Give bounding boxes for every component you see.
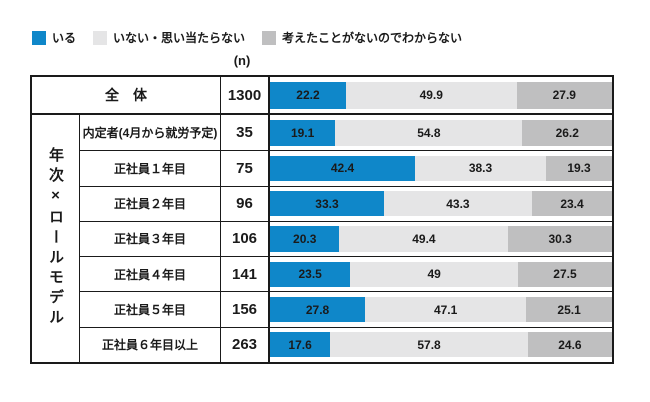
bar-segment-iru: 17.6: [270, 332, 331, 358]
bar-row: 23.5 49 27.5: [268, 256, 612, 292]
bar-segment-iru: 23.5: [270, 261, 351, 287]
legend-swatch-wakaranai: [262, 30, 277, 45]
legend-swatch-iru: [32, 30, 46, 45]
bar-segment-wakaranai: 30.3: [508, 226, 612, 252]
legend: いる いない・思い当たらない 考えたことがないのでわからない: [32, 29, 462, 46]
row-label: 正社員４年目: [79, 256, 220, 292]
stacked-bar: 22.2 49.9 27.9: [270, 81, 612, 109]
stacked-bar: 17.6 57.8 24.6: [270, 332, 612, 358]
legend-item-wakaranai: 考えたことがないのでわからない: [262, 29, 462, 46]
bar-segment-iru: 27.8: [270, 296, 366, 323]
bar-row: 22.2 49.9 27.9: [268, 77, 612, 115]
bar-segment-inai: 57.8: [330, 332, 528, 358]
bar-segment-iru: 33.3: [270, 191, 384, 217]
legend-item-inai: いない・思い当たらない: [93, 29, 245, 46]
row-n: 263: [220, 326, 268, 362]
stacked-bar: 33.3 43.3 23.4: [270, 191, 613, 217]
legend-item-iru: いる: [32, 29, 76, 46]
bar-segment-wakaranai: 25.1: [526, 296, 612, 323]
row-label: 内定者(4月から就労予定): [79, 115, 220, 151]
bar-row: 19.1 54.8 26.2: [268, 115, 612, 151]
row-n: 1300: [220, 77, 268, 115]
bar-segment-inai: 49.9: [345, 81, 517, 109]
row-label: 正社員５年目: [79, 291, 220, 327]
bar-row: 33.3 43.3 23.4: [268, 185, 613, 221]
bar-segment-iru: 20.3: [270, 226, 340, 252]
bar-row: 27.8 47.1 25.1: [268, 291, 612, 327]
row-n: 35: [220, 115, 268, 151]
bar-row: 42.4 38.3 19.3: [268, 150, 612, 186]
legend-swatch-inai: [93, 30, 108, 45]
row-label: 正社員６年目以上: [79, 326, 220, 362]
n-column-header: (n): [233, 53, 251, 68]
bar-segment-wakaranai: 23.4: [531, 191, 613, 217]
row-label-total: 全 体: [32, 77, 220, 115]
bar-segment-wakaranai: 27.5: [517, 261, 612, 287]
group-label-vertical: 年次×ロールモデル: [32, 115, 79, 362]
bar-segment-iru: 22.2: [270, 81, 346, 109]
row-label: 正社員２年目: [79, 185, 220, 221]
legend-label: いない・思い当たらない: [113, 31, 246, 45]
stacked-bar: 20.3 49.4 30.3: [270, 226, 612, 252]
bar-segment-iru: 19.1: [270, 119, 336, 146]
row-label: 正社員３年目: [79, 220, 220, 257]
bar-segment-wakaranai: 26.2: [522, 119, 612, 146]
row-n: 141: [220, 256, 268, 292]
bar-segment-iru: 42.4: [270, 155, 416, 182]
bar-segment-inai: 49: [350, 261, 518, 287]
data-table: 全 体 1300 22.2 49.9 27.9 年次×ロールモデル 内定者(4月…: [30, 75, 614, 364]
bar-segment-wakaranai: 19.3: [546, 155, 612, 182]
legend-label: いる: [52, 31, 77, 45]
bar-segment-inai: 49.4: [339, 226, 509, 252]
bar-segment-inai: 54.8: [335, 119, 523, 146]
row-label: 正社員１年目: [79, 150, 220, 186]
bar-segment-wakaranai: 27.9: [516, 81, 612, 109]
bar-row: 17.6 57.8 24.6: [268, 326, 612, 362]
bar-segment-wakaranai: 24.6: [527, 332, 612, 358]
bar-segment-inai: 43.3: [383, 191, 532, 217]
row-n: 75: [220, 150, 268, 186]
bar-segment-inai: 47.1: [365, 296, 527, 323]
row-n: 96: [220, 185, 268, 221]
stacked-bar: 19.1 54.8 26.2: [270, 119, 612, 146]
stacked-bar: 27.8 47.1 25.1: [270, 296, 612, 323]
row-n: 156: [220, 291, 268, 327]
bar-segment-inai: 38.3: [415, 155, 546, 182]
bar-row: 20.3 49.4 30.3: [268, 220, 612, 257]
stacked-bar: 42.4 38.3 19.3: [270, 155, 612, 182]
legend-label: 考えたことがないのでわからない: [282, 31, 463, 45]
row-n: 106: [220, 220, 268, 257]
stacked-bar: 23.5 49 27.5: [270, 261, 612, 287]
